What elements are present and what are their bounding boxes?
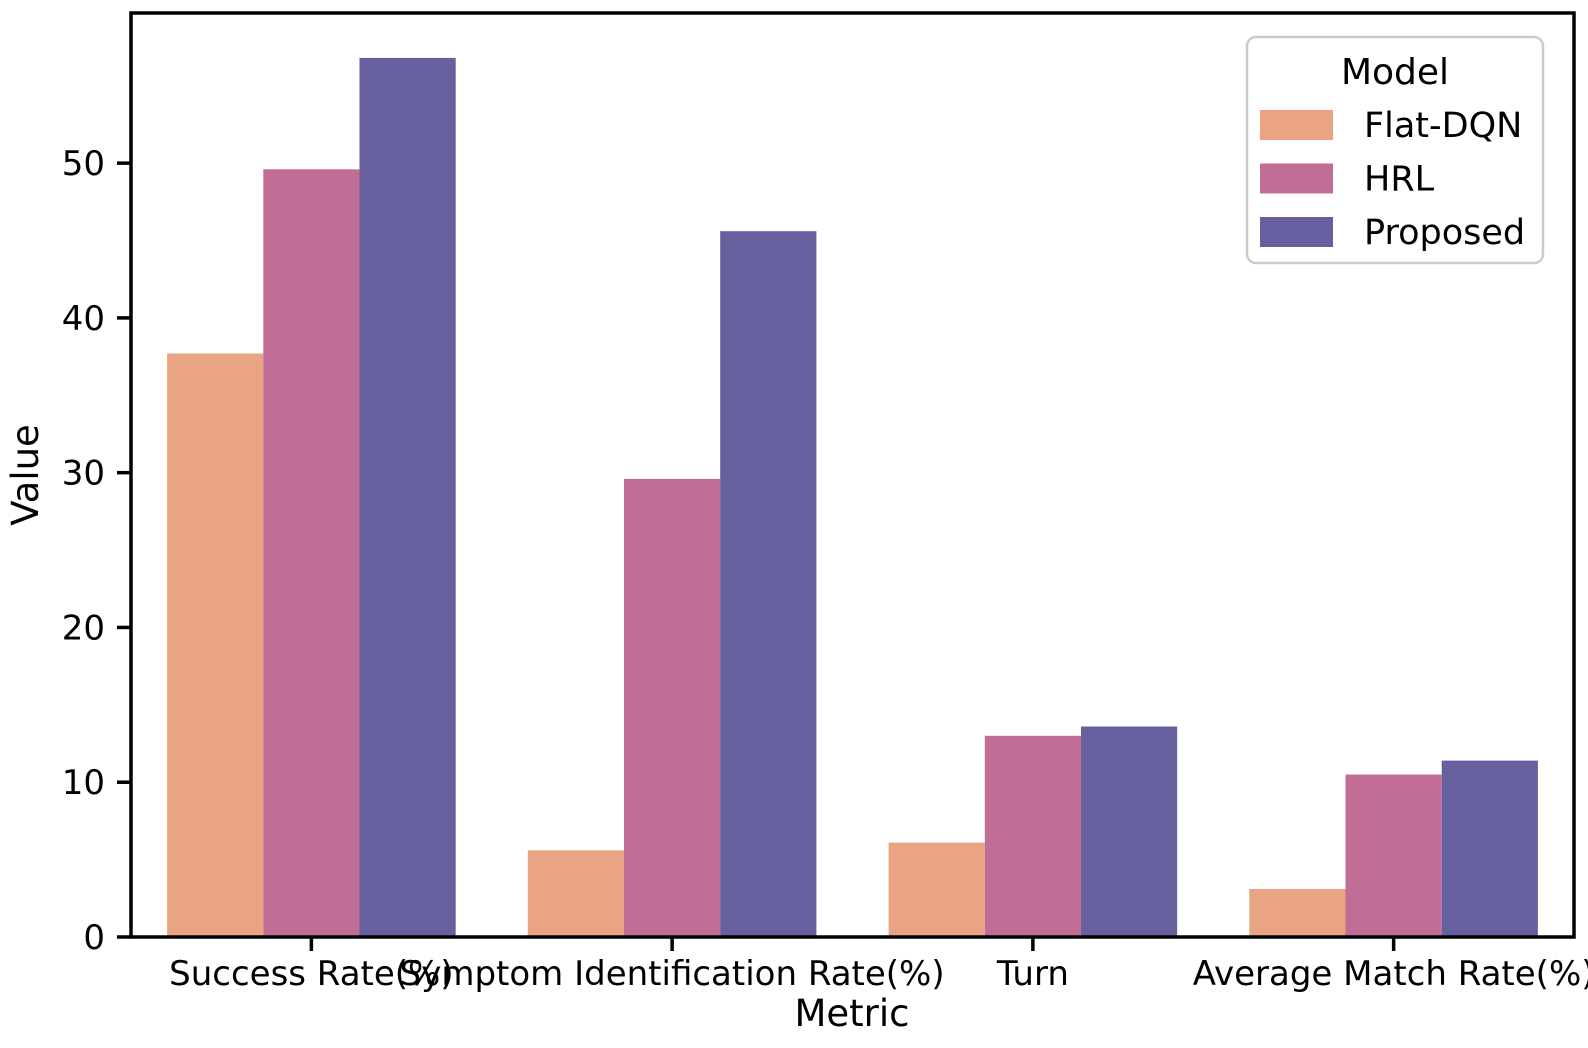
- bar: [1345, 774, 1442, 937]
- legend-swatch: [1260, 163, 1333, 194]
- bar: [359, 57, 456, 937]
- bar: [263, 169, 360, 938]
- legend-box: [1245, 35, 1545, 265]
- legend-entry-label: Proposed: [1364, 213, 1525, 253]
- plot-border: [129, 11, 1576, 939]
- bar: [624, 478, 721, 937]
- y-tick-label: 40: [62, 299, 105, 339]
- bar: [984, 735, 1081, 937]
- axes-layer: 0 10 20 30 40 50 Success Rate(%)Symptom Identi…: [62, 11, 1588, 994]
- bar: [720, 231, 817, 937]
- legend-swatch: [1260, 110, 1333, 140]
- bar: [888, 842, 985, 937]
- x-tick-label: Success Rate(%): [169, 954, 453, 994]
- legend-entry-label: HRL: [1364, 160, 1435, 200]
- legend-entry-label: Flat-DQN: [1364, 106, 1522, 146]
- x-tick-label: Turn: [996, 954, 1069, 994]
- y-tick-label: 10: [62, 763, 105, 803]
- y-tick-label: 30: [62, 454, 105, 494]
- bar: [167, 353, 264, 937]
- bars-layer: [167, 57, 1538, 938]
- bar: [1441, 760, 1538, 937]
- legend: Model Flat-DQN HRL Proposed: [1245, 35, 1545, 265]
- y-tick-label: 0: [83, 918, 105, 958]
- legend-title: Model: [1341, 52, 1449, 93]
- x-axis-label: Metric: [794, 992, 909, 1035]
- bar: [1249, 889, 1346, 937]
- x-tick-label: Average Match Rate(%): [1193, 954, 1588, 994]
- x-tick-label: Symptom Identification Rate(%): [400, 954, 945, 994]
- legend-swatch: [1260, 217, 1333, 247]
- y-tick-label: 50: [62, 144, 105, 184]
- bar: [1081, 726, 1178, 937]
- bar: [527, 850, 624, 937]
- y-axis-label: Value: [4, 424, 47, 526]
- y-tick-label: 20: [62, 608, 105, 648]
